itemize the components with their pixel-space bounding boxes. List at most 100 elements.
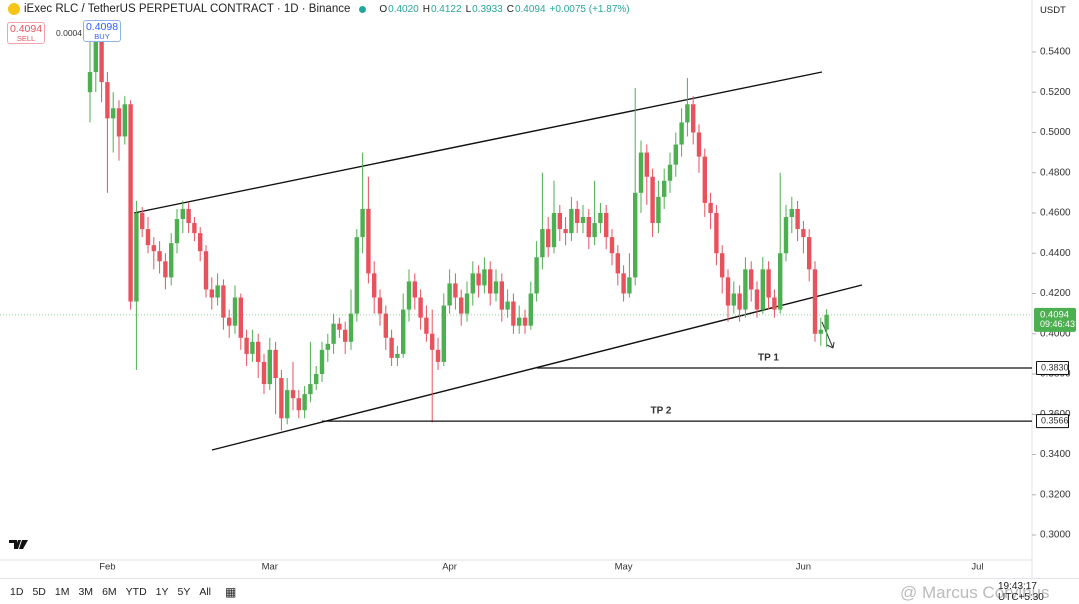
candle-body	[331, 323, 336, 344]
candle-body	[157, 251, 162, 262]
candle-body	[354, 237, 359, 314]
interval-button[interactable]: 5D	[32, 585, 46, 598]
x-tick-label: May	[615, 562, 633, 573]
candle-body	[435, 349, 441, 362]
candle-body	[517, 317, 522, 326]
price-tag-label: 0.3566	[1041, 415, 1069, 425]
candle-body	[134, 212, 139, 302]
candle-body	[714, 212, 719, 254]
status-dot	[359, 5, 367, 13]
candle-body	[633, 192, 638, 278]
candle-body	[87, 72, 93, 93]
interval-button[interactable]: 1D	[10, 585, 24, 598]
ohlc-value: 0.4122	[430, 3, 462, 15]
candle-body	[563, 229, 568, 234]
candle-body	[812, 269, 818, 334]
x-tick-label: Feb	[99, 562, 115, 573]
candle-body	[93, 41, 98, 73]
symbol-header: iExec RLC / TetherUS PERPETUAL CONTRACT …	[8, 3, 630, 15]
interval-list: 1D 5D 1M 3M 6M YTD 1Y 5Y All	[0, 586, 211, 598]
candle-body	[186, 208, 191, 224]
x-tick-label: Apr	[442, 562, 457, 573]
candle-body	[366, 208, 371, 274]
symbol: iExec RLC / TetherUS PERPETUAL CONTRACT …	[24, 3, 351, 15]
interval-button[interactable]: 5Y	[177, 585, 191, 598]
candle-body	[325, 343, 330, 350]
candle-body	[685, 104, 690, 123]
candle-body	[725, 277, 731, 306]
interval-button[interactable]: 6M	[102, 585, 117, 598]
interval-button[interactable]: All	[199, 585, 212, 598]
candle-body	[285, 390, 290, 419]
candle-body	[128, 104, 133, 302]
x-tick-label: Mar	[262, 562, 278, 573]
candle-body	[650, 176, 655, 224]
candle-body	[372, 273, 377, 298]
chart: 0.30000.32000.34000.36000.38000.40000.42…	[0, 0, 1076, 578]
candle-body	[116, 108, 122, 137]
candle-body	[337, 323, 342, 330]
ohlc-legend: O0.4020 H0.4122 L0.3933 C0.4094	[375, 4, 545, 15]
candle-body	[760, 269, 765, 310]
candle-body	[511, 301, 516, 326]
x-tick-label: Jun	[796, 562, 811, 573]
candle-body	[180, 208, 185, 220]
candle-body	[267, 349, 272, 385]
candle-body	[540, 229, 545, 258]
sell-price: 0.4094	[9, 23, 43, 35]
y-tick-label: 0.4600	[1040, 208, 1071, 219]
candle-body	[314, 374, 319, 385]
sell-button[interactable]: 0.4094 SELL	[7, 22, 45, 44]
spread: 0.0004	[56, 28, 82, 38]
candle-body	[557, 212, 562, 230]
candle-body	[360, 208, 365, 238]
currency[interactable]: USDT	[1040, 5, 1066, 16]
candle-body	[598, 212, 603, 224]
last-price-tag	[1034, 307, 1076, 332]
candle-body	[783, 216, 789, 254]
countdown: 09:46:43	[1040, 319, 1075, 329]
candle-body	[604, 212, 609, 238]
candle-body	[592, 223, 597, 238]
candle-body	[621, 273, 626, 294]
candle-body	[754, 289, 760, 310]
candle-body	[447, 283, 452, 306]
date-range-icon[interactable]: ▦	[225, 584, 237, 599]
candle-body	[418, 297, 423, 318]
candle-body	[824, 314, 829, 330]
candle-body	[795, 208, 800, 230]
candle-body	[238, 297, 243, 338]
candle-body	[702, 156, 707, 203]
candle-body	[609, 237, 615, 254]
candle-body	[227, 317, 232, 326]
interval-button[interactable]: YTD	[125, 585, 147, 598]
candle-body	[801, 229, 806, 238]
y-tick-label: 0.4400	[1040, 248, 1071, 259]
buy-button[interactable]: 0.4098 BUY	[83, 20, 121, 42]
candle-body	[546, 229, 551, 248]
interval-button[interactable]: 3M	[78, 585, 94, 598]
buy-label: BUY	[94, 32, 110, 41]
y-tick-label: 0.4000	[1040, 328, 1071, 339]
buy-price: 0.4098	[85, 21, 119, 33]
candle-body	[453, 283, 458, 298]
candle-body	[667, 164, 673, 181]
trend-line	[133, 71, 823, 214]
candle-body	[743, 269, 748, 310]
candle-body	[818, 329, 823, 334]
candle-body	[459, 297, 464, 314]
candle-body	[377, 297, 383, 314]
symbol-icon	[8, 3, 20, 15]
candle-body	[140, 212, 145, 230]
interval-button[interactable]: 1M	[54, 585, 70, 598]
ohlc-value: 0.4020	[388, 3, 419, 15]
interval-button[interactable]: 1Y	[155, 585, 169, 598]
candle-body	[308, 384, 313, 395]
candle-body	[737, 293, 742, 310]
change: +0.0075 (+1.87%)	[549, 3, 630, 15]
candle-body	[627, 277, 632, 294]
candle-body	[638, 152, 644, 193]
candle-body	[569, 208, 574, 234]
candle-body	[464, 293, 470, 314]
candle-body	[720, 253, 725, 278]
